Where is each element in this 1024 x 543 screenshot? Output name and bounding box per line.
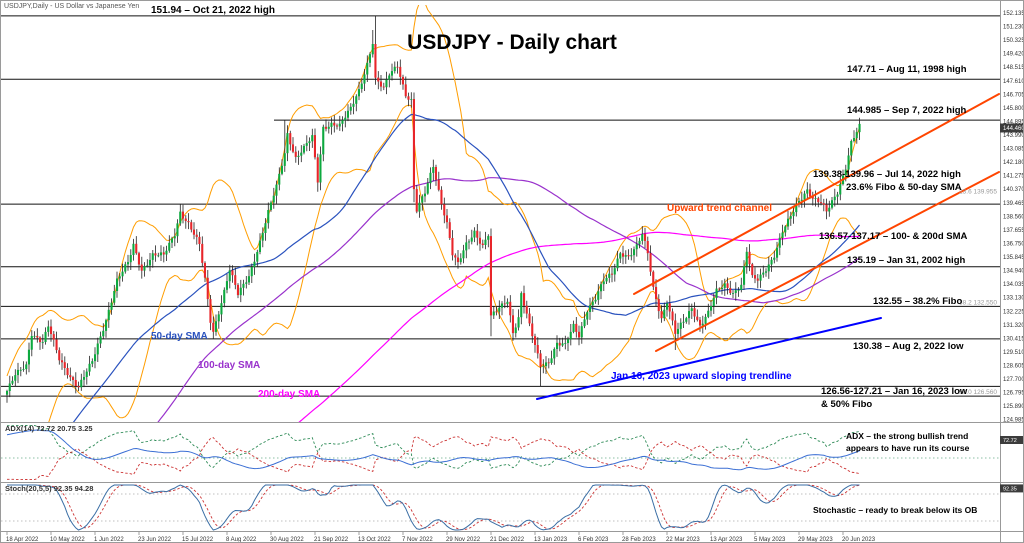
svg-text:133.130: 133.130 bbox=[1003, 296, 1024, 302]
svg-text:146.705: 146.705 bbox=[1003, 92, 1024, 98]
svg-text:10 May 2022: 10 May 2022 bbox=[50, 537, 85, 543]
svg-text:23 Jun 2022: 23 Jun 2022 bbox=[138, 537, 172, 543]
adx-indicator-label: ADX(14) 72.72 20.75 3.25 bbox=[5, 424, 93, 433]
plus-di-line bbox=[7, 424, 860, 470]
svg-text:152.135: 152.135 bbox=[1003, 11, 1024, 17]
svg-text:138.560: 138.560 bbox=[1003, 214, 1024, 220]
channel-lower bbox=[655, 171, 1000, 352]
svg-text:147.610: 147.610 bbox=[1003, 79, 1024, 85]
svg-text:8 Aug 2022: 8 Aug 2022 bbox=[226, 537, 257, 543]
fibo-label: 23.6 139.955 bbox=[959, 188, 997, 195]
chart-title: USDJPY - Daily chart bbox=[407, 31, 617, 54]
svg-text:151.230: 151.230 bbox=[1003, 25, 1024, 31]
symbol-label: USDJPY,Daily - US Dollar vs Japanese Yen bbox=[4, 3, 140, 10]
svg-text:136.750: 136.750 bbox=[1003, 242, 1024, 248]
svg-text:5 May 2023: 5 May 2023 bbox=[754, 537, 786, 543]
stochastic-pane bbox=[1, 484, 1000, 531]
level-lines bbox=[1, 15, 1000, 397]
adx-value-marker: 72.72 bbox=[1000, 436, 1023, 444]
svg-text:131.320: 131.320 bbox=[1003, 323, 1024, 329]
svg-text:13 Oct 2022: 13 Oct 2022 bbox=[358, 537, 391, 543]
svg-text:143.085: 143.085 bbox=[1003, 147, 1024, 153]
stoch-d-line bbox=[7, 484, 860, 531]
svg-text:140.370: 140.370 bbox=[1003, 187, 1024, 193]
up-candles bbox=[6, 44, 861, 395]
svg-text:134.035: 134.035 bbox=[1003, 282, 1024, 288]
svg-text:28 Feb 2023: 28 Feb 2023 bbox=[622, 537, 656, 543]
svg-text:92.35: 92.35 bbox=[1003, 486, 1017, 492]
time-axis: 18 Apr 2022 10 May 2022 1 Jun 2022 23 Jun 2… bbox=[6, 532, 876, 543]
fibo-label: 38.2 132.550 bbox=[959, 299, 997, 306]
adx-pane bbox=[1, 424, 1000, 481]
svg-text:143.990: 143.990 bbox=[1003, 133, 1024, 139]
svg-text:29 Nov 2022: 29 Nov 2022 bbox=[446, 537, 481, 543]
svg-text:150.325: 150.325 bbox=[1003, 38, 1024, 44]
svg-text:148.515: 148.515 bbox=[1003, 65, 1024, 71]
svg-text:135.845: 135.845 bbox=[1003, 255, 1024, 261]
svg-text:130.415: 130.415 bbox=[1003, 336, 1024, 342]
svg-text:142.180: 142.180 bbox=[1003, 160, 1024, 166]
svg-text:141.275: 141.275 bbox=[1003, 174, 1024, 180]
svg-text:137.655: 137.655 bbox=[1003, 228, 1024, 234]
stoch-value-marker: 92.35 bbox=[1000, 484, 1023, 493]
svg-text:127.700: 127.700 bbox=[1003, 377, 1024, 383]
down-candles bbox=[36, 44, 828, 388]
trendlines bbox=[536, 93, 1000, 400]
svg-text:72.72: 72.72 bbox=[1003, 438, 1017, 444]
svg-text:134.940: 134.940 bbox=[1003, 269, 1024, 275]
svg-text:13 Jan 2023: 13 Jan 2023 bbox=[534, 537, 568, 543]
svg-text:21 Sep 2022: 21 Sep 2022 bbox=[314, 537, 349, 543]
svg-text:22 Mar 2023: 22 Mar 2023 bbox=[666, 537, 700, 543]
minus-di-line bbox=[7, 435, 860, 481]
svg-text:139.465: 139.465 bbox=[1003, 201, 1024, 207]
jan16-trendline bbox=[536, 317, 882, 400]
fibo-label: 50.0 126.560 bbox=[959, 389, 997, 396]
svg-text:20 Jun 2023: 20 Jun 2023 bbox=[842, 537, 876, 543]
svg-text:132.225: 132.225 bbox=[1003, 309, 1024, 315]
svg-text:18 Apr 2022: 18 Apr 2022 bbox=[6, 537, 39, 543]
svg-text:7 Nov 2022: 7 Nov 2022 bbox=[402, 537, 433, 543]
svg-text:129.510: 129.510 bbox=[1003, 350, 1024, 356]
svg-text:144.895: 144.895 bbox=[1003, 119, 1024, 125]
svg-text:6 Feb 2023: 6 Feb 2023 bbox=[578, 537, 609, 543]
svg-text:125.890: 125.890 bbox=[1003, 404, 1024, 410]
stoch-indicator-label: Stoch(20,5,5) 92.35 94.28 bbox=[5, 484, 94, 493]
svg-text:1 Jun 2022: 1 Jun 2022 bbox=[94, 537, 124, 543]
current-price-marker: 144.460 bbox=[1000, 123, 1024, 133]
svg-text:21 Dec 2022: 21 Dec 2022 bbox=[490, 537, 525, 543]
svg-text:30 Aug 2022: 30 Aug 2022 bbox=[270, 537, 304, 543]
svg-text:126.795: 126.795 bbox=[1003, 391, 1024, 397]
svg-text:13 Apr 2023: 13 Apr 2023 bbox=[710, 537, 743, 543]
svg-text:145.800: 145.800 bbox=[1003, 106, 1024, 112]
channel-upper bbox=[633, 93, 1000, 295]
svg-text:124.985: 124.985 bbox=[1003, 418, 1024, 424]
svg-text:128.605: 128.605 bbox=[1003, 364, 1024, 370]
svg-text:149.420: 149.420 bbox=[1003, 52, 1024, 58]
svg-text:15 Jul 2022: 15 Jul 2022 bbox=[182, 537, 214, 543]
svg-text:29 May 2023: 29 May 2023 bbox=[798, 537, 833, 543]
svg-text:144.460: 144.460 bbox=[1003, 126, 1024, 132]
price-axis: 124.985 125.890 126.795 127.700 128.605 129.5… bbox=[1003, 11, 1024, 424]
adx-line bbox=[6, 429, 860, 471]
stoch-k-line bbox=[7, 484, 860, 531]
